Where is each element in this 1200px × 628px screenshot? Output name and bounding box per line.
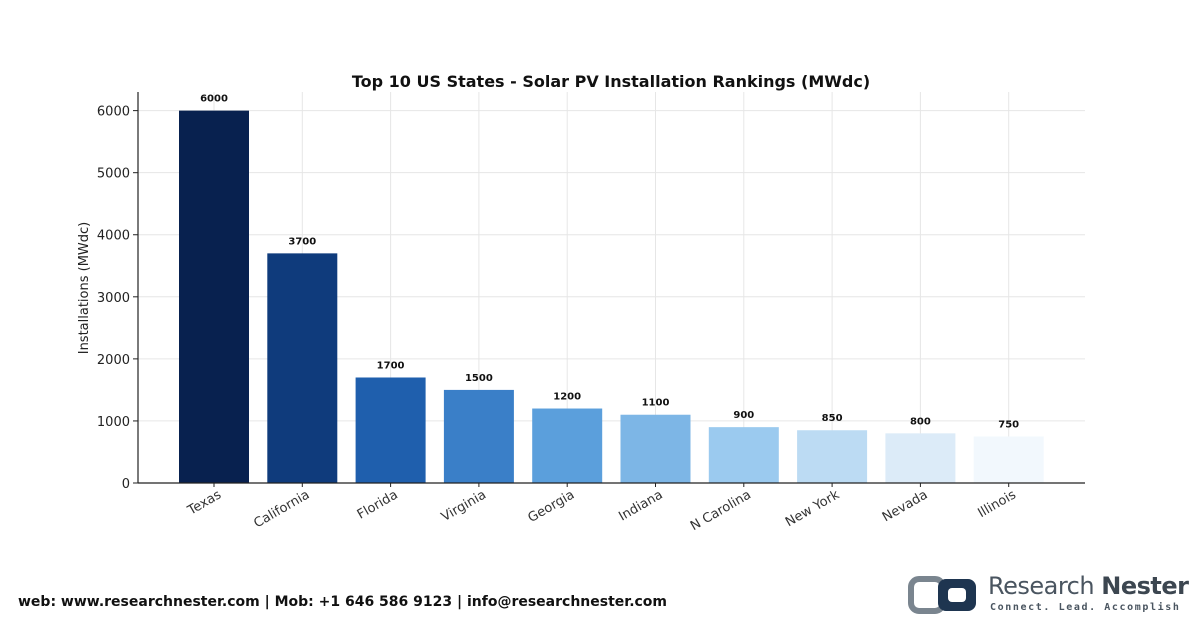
data-label: 750 [998, 419, 1019, 430]
bar-n-carolina [708, 427, 779, 483]
data-label: 1100 [642, 398, 670, 409]
brand-name-part2: Nester [1101, 572, 1189, 600]
bar-indiana [620, 414, 691, 483]
y-tick-label: 1000 [97, 415, 130, 430]
footer-contact-info: web: www.researchnester.com | Mob: +1 64… [18, 594, 668, 610]
bar-florida [355, 377, 426, 483]
data-label: 1500 [465, 373, 493, 384]
data-label: 900 [733, 410, 754, 421]
brand-name: Research Nester [988, 572, 1189, 600]
chart-title: Top 10 US States - Solar PV Installation… [352, 72, 870, 91]
y-tick-label: 0 [122, 477, 130, 492]
y-tick-label: 3000 [97, 291, 130, 306]
data-label: 1200 [553, 392, 581, 403]
x-tick-label: Indiana [616, 487, 665, 524]
x-tick-label: Virginia [439, 487, 489, 525]
bar-california [267, 253, 338, 483]
y-tick-label: 5000 [97, 167, 130, 182]
brand-block: Research Nester Connect. Lead. Accomplis… [908, 572, 1193, 622]
x-tick-label: Florida [355, 487, 401, 522]
data-label: 3700 [288, 236, 316, 247]
brand-name-part1: Research [988, 572, 1095, 600]
bar-virginia [443, 389, 514, 483]
chart-area: 0 1000 2000 3000 4000 5000 6000 Texas California… [77, 72, 1085, 534]
brand-tagline: Connect. Lead. Accomplish [990, 602, 1181, 613]
x-tick-label: California [251, 487, 312, 531]
y-tick-label: 4000 [97, 229, 130, 244]
research-nester-logo-icon [908, 576, 976, 614]
y-axis-label: Installations (MWdc) [77, 222, 92, 355]
data-label: 1700 [377, 360, 405, 371]
data-label: 6000 [200, 94, 228, 105]
bar-texas [179, 110, 249, 483]
x-tick-label: N Carolina [688, 487, 754, 534]
x-tick-label: Illinois [975, 487, 1018, 521]
bar-georgia [532, 408, 603, 483]
y-tick-label: 2000 [97, 353, 130, 368]
x-tick-label: New York [783, 487, 842, 530]
bar-nevada [885, 433, 956, 483]
x-tick-label: Texas [185, 487, 225, 519]
bar-new-york [797, 430, 868, 483]
x-tick-label: Georgia [526, 487, 578, 525]
bar-illinois [973, 436, 1044, 483]
data-label: 850 [822, 413, 843, 424]
x-tick-label: Nevada [880, 487, 930, 525]
bar-chart: 0 1000 2000 3000 4000 5000 6000 Texas California… [77, 72, 1085, 534]
y-tick-label: 6000 [97, 105, 130, 120]
data-label: 800 [910, 416, 931, 427]
